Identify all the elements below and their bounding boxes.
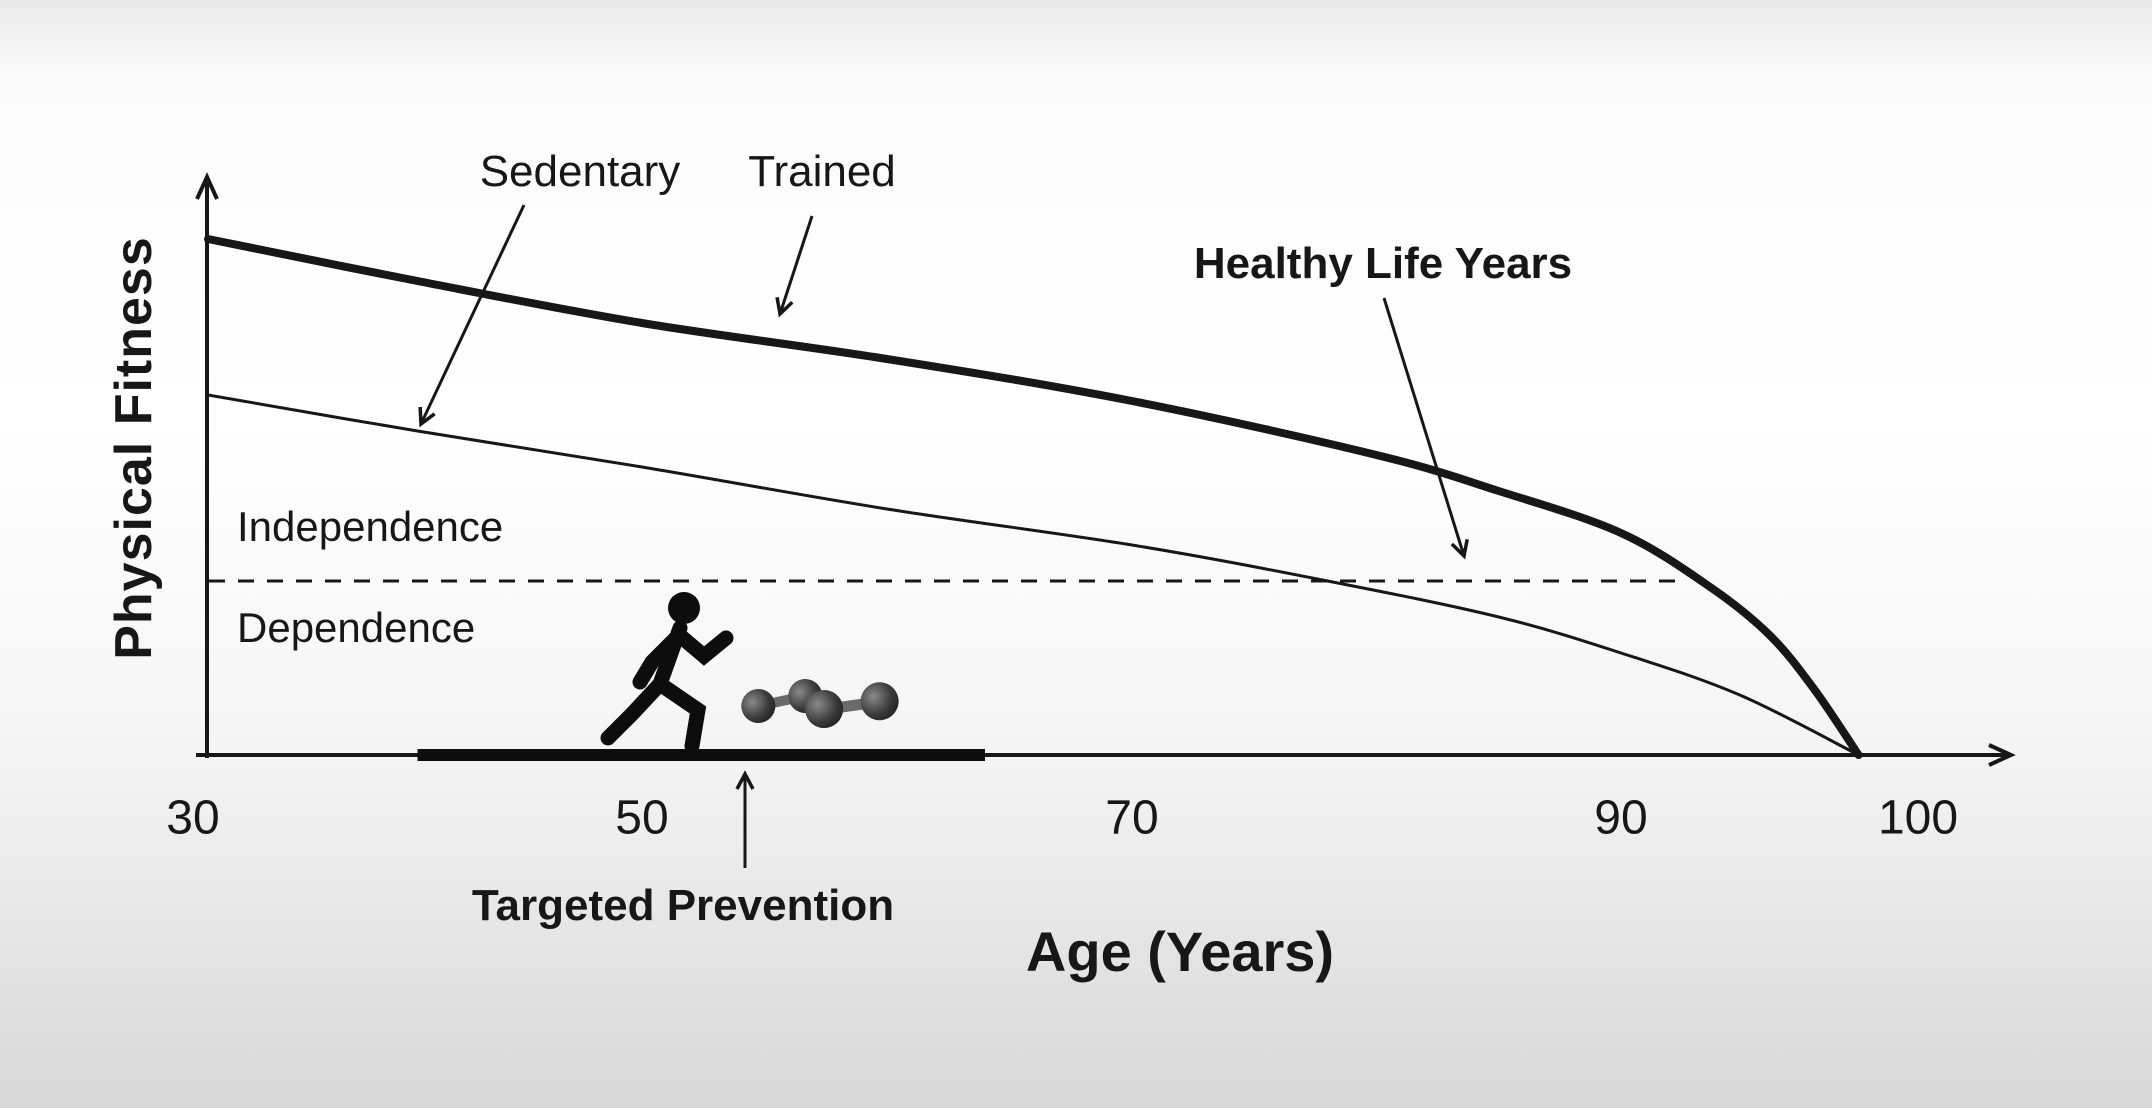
dumbbell-icon	[741, 679, 899, 729]
x-tick-label: 90	[1594, 791, 1648, 845]
x-tick-label: 70	[1105, 791, 1159, 845]
annotation-arrow	[1382, 297, 1469, 560]
targeted-prevention-label: Targeted Prevention	[471, 881, 895, 930]
x-tick-label: 30	[166, 791, 220, 845]
x-tick-label: 50	[615, 791, 669, 845]
annotation-arrow	[418, 204, 526, 428]
independence-label: Independence	[237, 503, 504, 550]
x-axis-label: Age (Years)	[1025, 920, 1335, 983]
runner-icon	[600, 592, 734, 754]
healthy-life-years-label: Healthy Life Years	[1193, 239, 1573, 288]
y-axis-label: Physical Fitness	[105, 236, 163, 660]
dependence-label: Dependence	[237, 604, 476, 651]
sedentary-curve	[206, 393, 1861, 757]
trained-label: Trained	[748, 147, 896, 196]
sedentary-label: Sedentary	[479, 147, 681, 196]
trained-curve	[204, 235, 1863, 759]
annotation-arrow	[775, 215, 814, 318]
x-tick-label: 100	[1877, 791, 1959, 845]
